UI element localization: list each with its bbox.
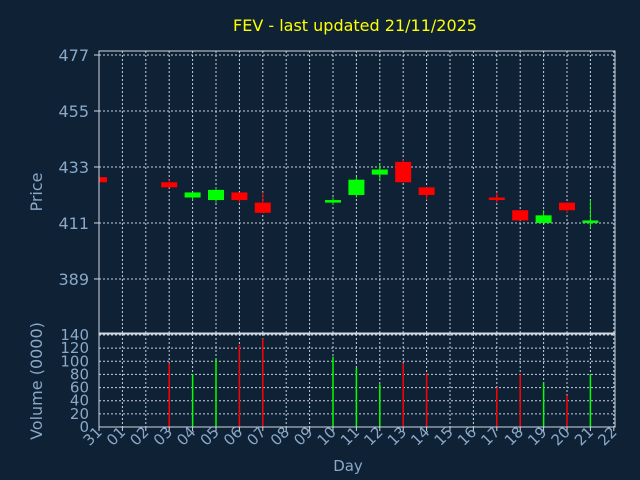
candle-06 bbox=[231, 192, 248, 203]
volume-tick-label: 20 bbox=[70, 405, 89, 423]
candle-12 bbox=[371, 164, 388, 180]
price-tick-label: 433 bbox=[58, 158, 89, 177]
candle-body bbox=[99, 177, 107, 183]
volume-bars bbox=[168, 338, 592, 427]
candle-body bbox=[325, 200, 341, 203]
candle-body bbox=[559, 202, 575, 211]
x-axis-label: Day bbox=[333, 457, 363, 475]
candle-body bbox=[161, 182, 178, 188]
candle-20 bbox=[559, 202, 575, 213]
volume-axis-label: Volume (0000) bbox=[27, 322, 46, 440]
candle-10 bbox=[325, 197, 341, 206]
price-tick-label: 389 bbox=[58, 270, 89, 289]
candle-body bbox=[184, 192, 201, 198]
price-tick-label: 477 bbox=[58, 46, 89, 65]
candle-body bbox=[371, 169, 388, 175]
volume-tick-label: 100 bbox=[60, 352, 89, 370]
candle-body bbox=[512, 210, 529, 221]
candle-body bbox=[488, 197, 505, 201]
candle-body bbox=[208, 189, 224, 201]
price-tick-label: 455 bbox=[58, 102, 89, 121]
volume-tick-label: 140 bbox=[60, 326, 89, 344]
x-tick-labels: 3101020304050607080910111213141516171819… bbox=[80, 423, 621, 449]
volume-tick-label: 120 bbox=[60, 339, 89, 357]
volume-panel-frame bbox=[98, 333, 616, 428]
candle-18 bbox=[512, 210, 529, 221]
volume-tick-label: 40 bbox=[70, 392, 89, 410]
candle-13 bbox=[395, 159, 412, 183]
price-panel-frame bbox=[98, 50, 616, 334]
candle-14 bbox=[418, 187, 435, 201]
candle-body bbox=[254, 202, 271, 213]
candle-05 bbox=[208, 187, 224, 203]
volume-tick-label: 0 bbox=[79, 418, 89, 436]
price-tick-labels: 477 455 433 411 389 bbox=[58, 46, 89, 289]
candle-body bbox=[535, 215, 552, 223]
candle-21 bbox=[582, 200, 599, 229]
candle-body bbox=[348, 179, 365, 195]
volume-tick-label: 80 bbox=[70, 365, 89, 383]
candle-body bbox=[418, 187, 435, 195]
candle-19 bbox=[535, 210, 552, 223]
candle-17 bbox=[488, 192, 505, 203]
candle-04 bbox=[184, 192, 201, 201]
candle-body bbox=[395, 161, 412, 183]
price-tick-label: 411 bbox=[58, 214, 89, 233]
candle-03 bbox=[161, 179, 178, 188]
volume-tick-label: 60 bbox=[70, 379, 89, 397]
candle-07 bbox=[254, 192, 271, 213]
candle-31 bbox=[98, 177, 107, 183]
chart-title: FEV - last updated 21/11/2025 bbox=[233, 16, 477, 35]
candles bbox=[98, 159, 599, 229]
candle-11 bbox=[348, 177, 365, 198]
candle-body bbox=[231, 192, 248, 201]
candle-body bbox=[582, 220, 599, 223]
price-axis-label: Price bbox=[27, 172, 46, 211]
